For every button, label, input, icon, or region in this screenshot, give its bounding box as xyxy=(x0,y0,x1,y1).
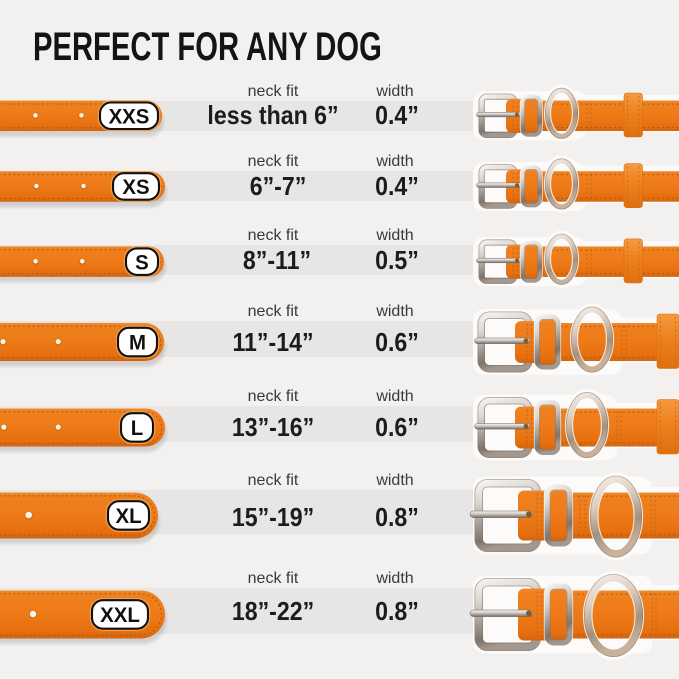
svg-text:XL: XL xyxy=(115,505,141,529)
svg-text:M: M xyxy=(129,331,146,355)
svg-text:XS: XS xyxy=(122,176,149,200)
svg-text:S: S xyxy=(135,251,149,275)
svg-text:XXS: XXS xyxy=(109,105,150,129)
svg-text:L: L xyxy=(131,417,144,441)
svg-text:XXL: XXL xyxy=(100,604,140,628)
